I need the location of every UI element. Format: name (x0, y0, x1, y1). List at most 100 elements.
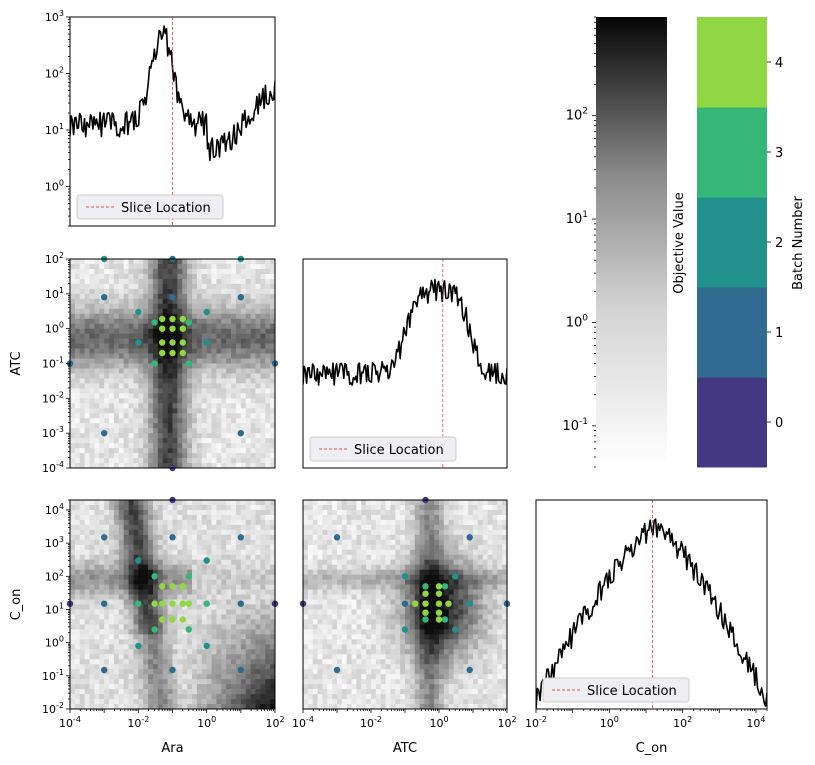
heatmap-cell (231, 463, 237, 468)
heatmap-cell (152, 619, 159, 625)
heatmap-cell (240, 504, 247, 511)
heatmap-cell (157, 689, 164, 695)
heatmap-cell (317, 569, 323, 575)
heatmap-cell (409, 529, 416, 536)
heatmap-cell (201, 569, 207, 575)
heatmap-cell (94, 423, 100, 429)
heatmap-cell (250, 283, 256, 290)
heatmap-cell (371, 609, 377, 615)
heatmap-cell (356, 559, 362, 565)
heatmap-cell (192, 368, 198, 374)
heatmap-cell (371, 629, 377, 635)
heatmap-cell (317, 574, 323, 580)
heatmap-cell (70, 323, 76, 329)
heatmap-cell (79, 458, 85, 464)
heatmap-cell (270, 644, 275, 650)
heatmap-cell (138, 413, 144, 419)
heatmap-cell (211, 383, 217, 389)
heatmap-cell (74, 609, 81, 615)
heatmap-cell (157, 534, 164, 541)
heatmap-cell (235, 529, 242, 536)
heatmap-cell (109, 303, 115, 310)
heatmap-cell (341, 654, 348, 660)
heatmap-cell (148, 343, 154, 349)
heatmap-cell (409, 554, 416, 561)
heatmap-cell (99, 500, 105, 506)
heatmap-cell (187, 509, 193, 516)
sample-point-batch-1 (237, 294, 244, 301)
heatmap-cell (182, 363, 188, 369)
heatmap-cell (424, 659, 430, 665)
heatmap-cell (196, 333, 203, 339)
heatmap-cell (361, 614, 367, 620)
heatmap-cell (118, 689, 124, 695)
heatmap-cell (74, 373, 81, 379)
heatmap-cell (255, 524, 261, 531)
heatmap-cell (226, 564, 232, 570)
heatmap-cell (118, 544, 124, 551)
heatmap-cell (143, 293, 149, 300)
heatmap-cell (260, 609, 266, 615)
heatmap-cell (94, 453, 100, 459)
heatmap-cell (371, 674, 377, 680)
heatmap-cell (419, 704, 425, 709)
heatmap-cell (113, 313, 120, 320)
heatmap-cell (231, 559, 237, 565)
heatmap-cell (395, 619, 401, 625)
heatmap-cell (240, 609, 247, 615)
heatmap-cell (109, 283, 115, 290)
heatmap-cell (162, 418, 168, 424)
heatmap-cell (79, 313, 85, 320)
heatmap-cell (250, 500, 256, 506)
heatmap-cell (245, 398, 251, 404)
heatmap-cell (162, 428, 168, 434)
heatmap-cell (104, 368, 110, 374)
heatmap-cell (138, 619, 144, 625)
heatmap-cell (187, 534, 193, 541)
heatmap-cell (255, 428, 261, 434)
heatmap-cell (332, 544, 338, 551)
heatmap-cell (240, 278, 247, 285)
heatmap-cell (143, 544, 149, 551)
heatmap-cell (143, 604, 149, 610)
heatmap-cell (94, 433, 100, 439)
heatmap-cell (113, 453, 120, 459)
heatmap-cell (128, 438, 134, 444)
heatmap-cell (74, 559, 81, 565)
heatmap-cell (265, 664, 271, 670)
sample-point-batch-1 (101, 666, 108, 674)
heatmap-cell (211, 338, 217, 344)
heatmap-cell (84, 398, 90, 404)
heatmap-cell (351, 634, 357, 640)
heatmap-cell (157, 448, 164, 454)
heatmap-cell (167, 343, 173, 349)
heatmap-cell (414, 539, 420, 546)
heatmap-cell (167, 368, 173, 374)
heatmap-cell (221, 323, 227, 329)
heatmap-cell (162, 669, 168, 675)
heatmap-cell (245, 534, 251, 541)
heatmap-cell (182, 609, 188, 615)
heatmap-cell (312, 599, 318, 605)
heatmap-cell (260, 333, 266, 339)
heatmap-cell (231, 594, 237, 600)
heatmap-cell (70, 634, 76, 640)
heatmap-cell (231, 504, 237, 511)
heatmap-cell (157, 293, 164, 300)
heatmap-cell (109, 398, 115, 404)
heatmap-cell (429, 674, 435, 680)
heatmap-cell (84, 318, 90, 324)
heatmap-cell (133, 689, 139, 695)
heatmap-cell (375, 649, 382, 655)
heatmap-cell (361, 644, 367, 650)
heatmap-cell (211, 694, 217, 700)
heatmap-cell (371, 529, 377, 536)
heatmap-cell (231, 303, 237, 310)
heatmap-cell (143, 559, 149, 565)
heatmap-cell (206, 504, 212, 511)
heatmap-cell (332, 704, 338, 709)
heatmap-cell (216, 393, 222, 399)
heatmap-cell (182, 649, 188, 655)
heatmap-cell (380, 679, 386, 685)
heatmap-cell (216, 443, 222, 449)
